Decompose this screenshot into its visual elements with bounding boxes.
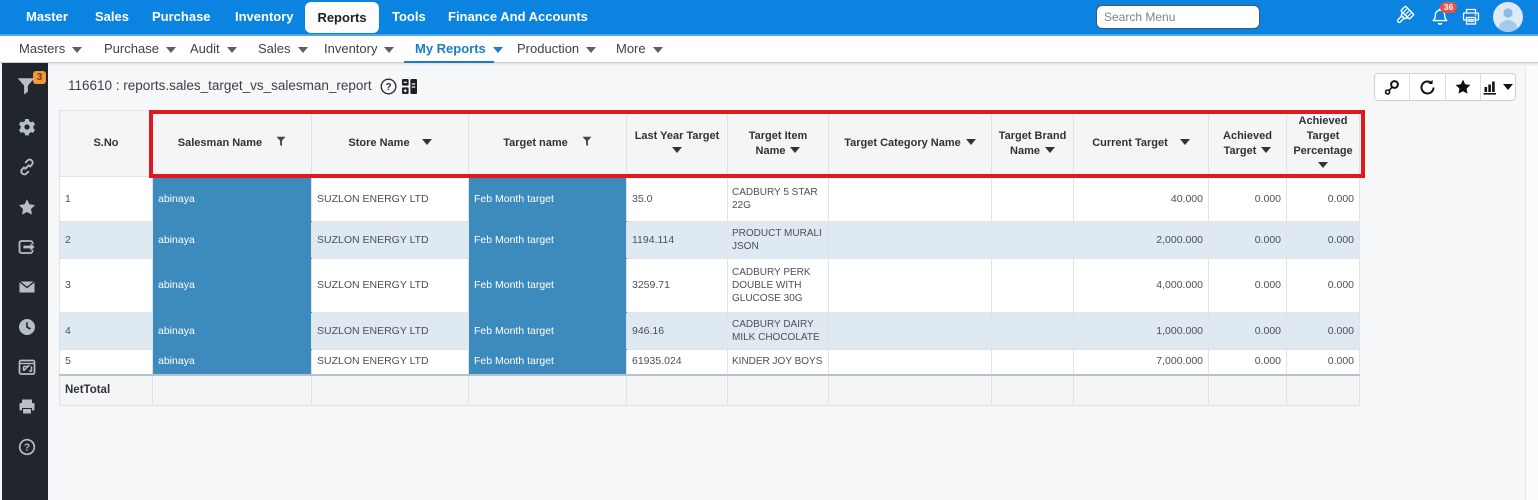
svg-text:?: ?: [24, 442, 30, 453]
svg-text:?: ?: [385, 82, 391, 93]
